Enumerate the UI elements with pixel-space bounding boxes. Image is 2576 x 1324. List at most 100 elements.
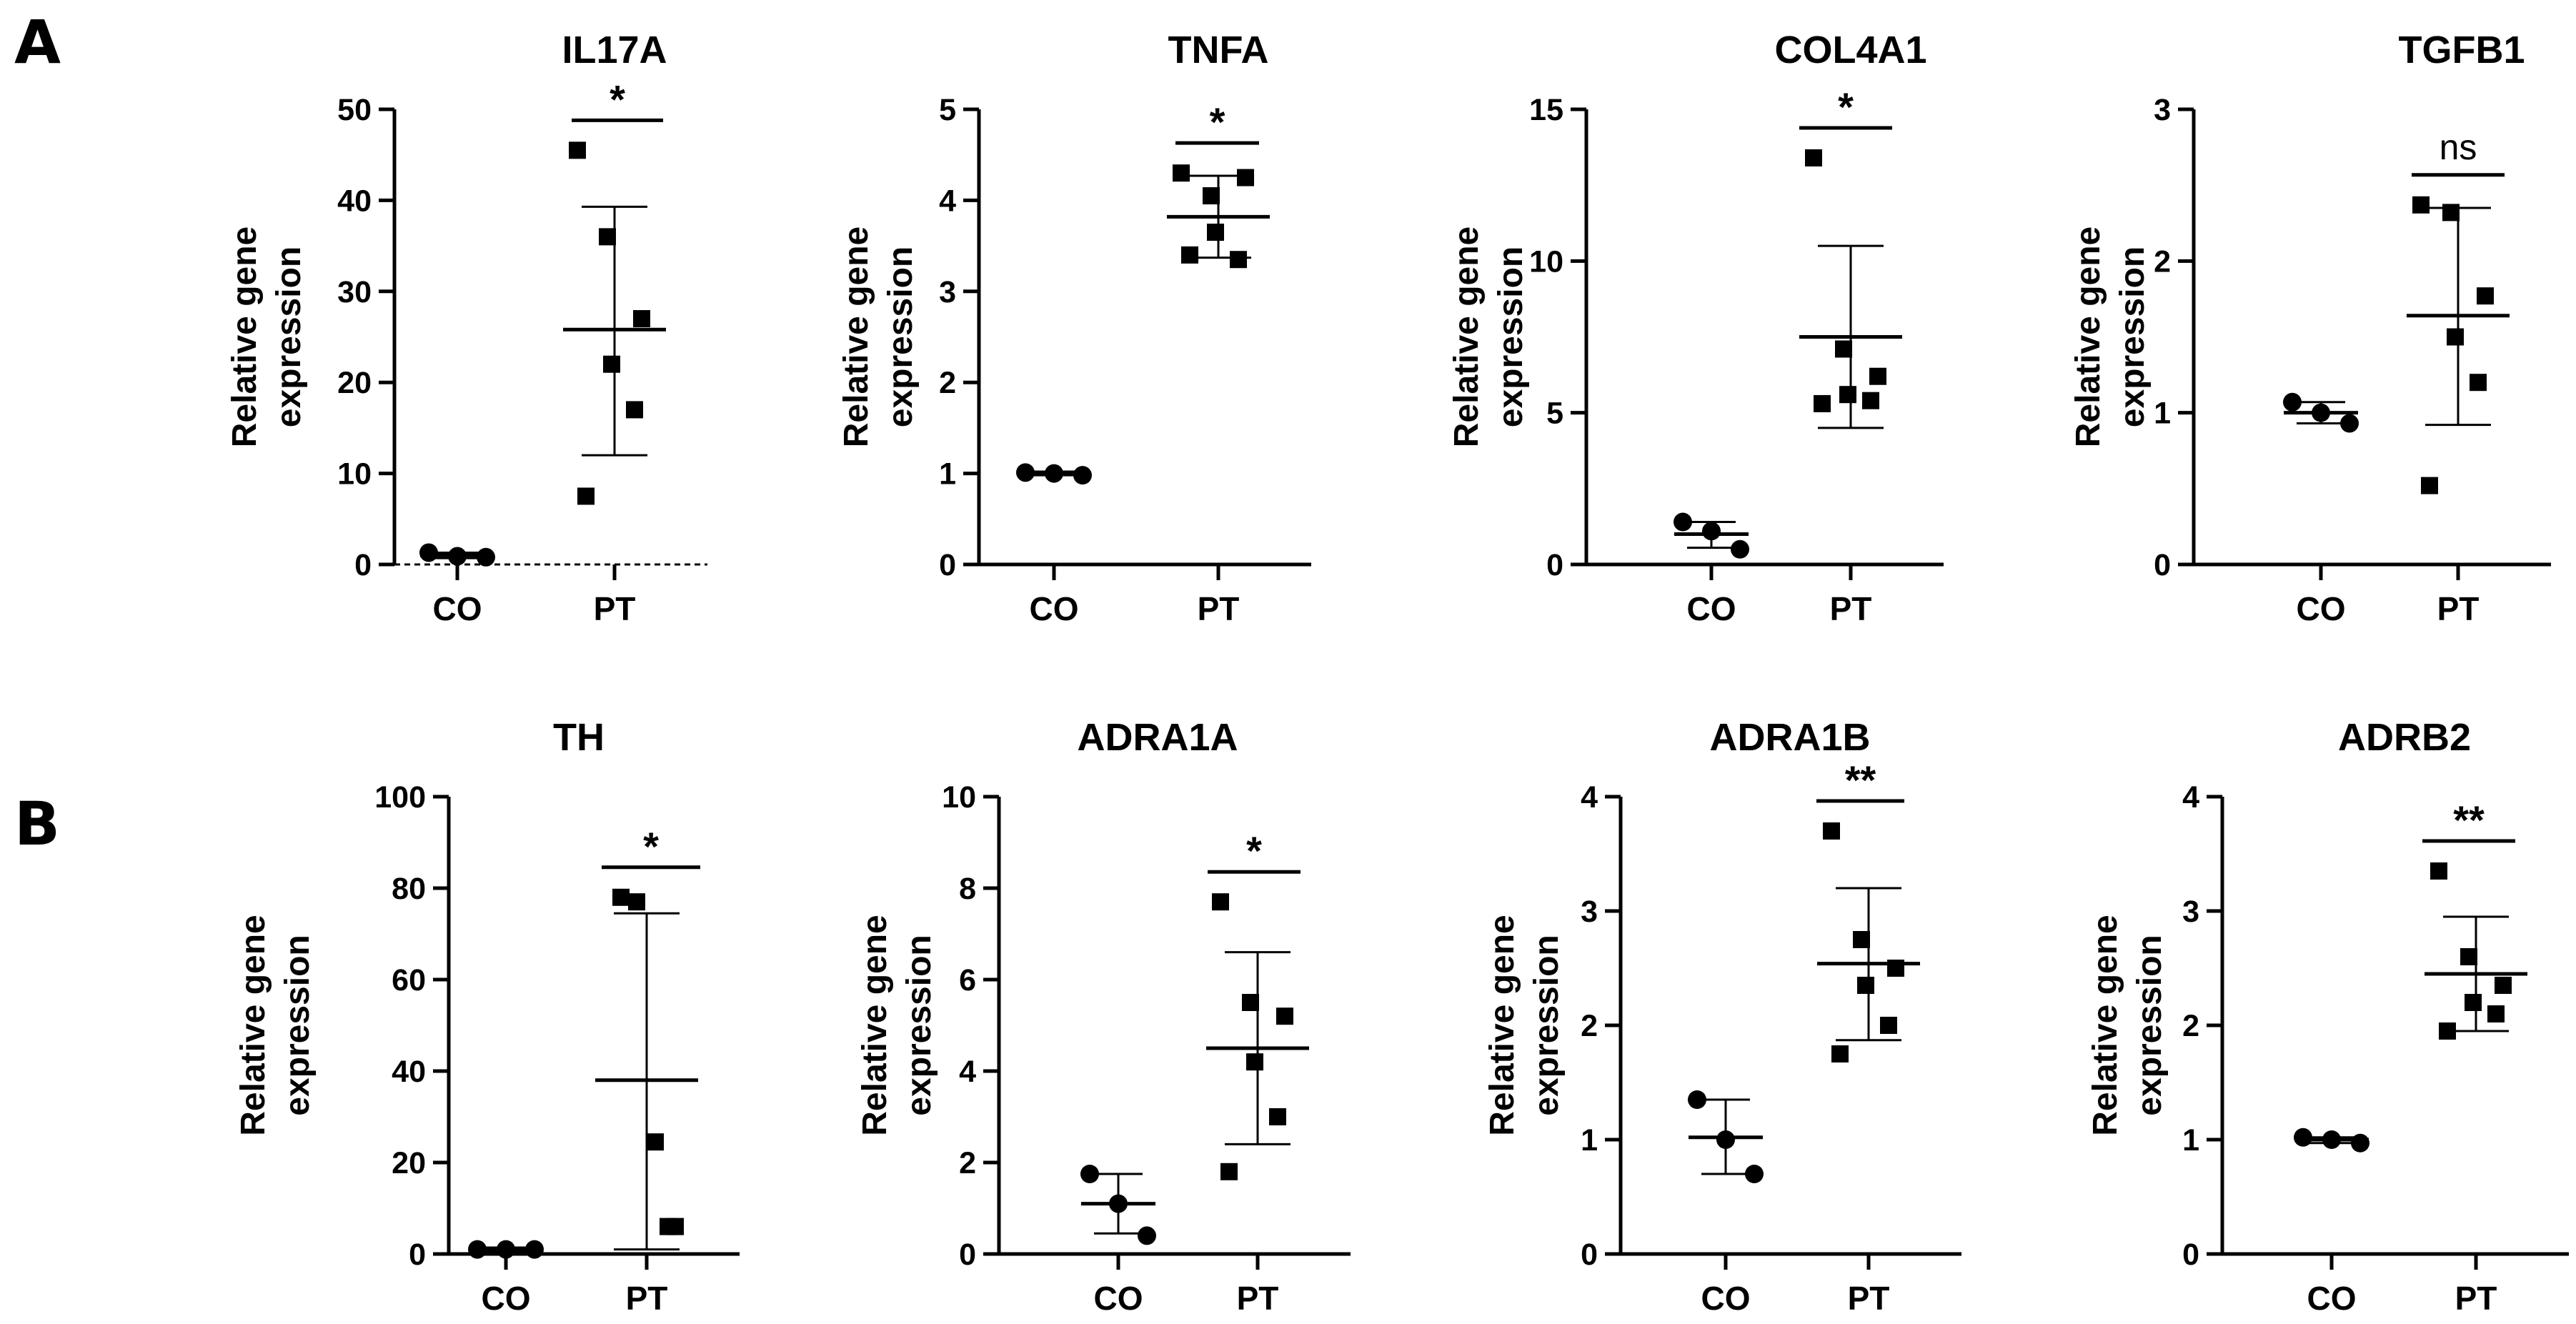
- y-axis-label-line: Relative gene: [837, 227, 875, 447]
- y-tick-label: 10: [942, 780, 976, 815]
- y-tick-label: 40: [392, 1055, 426, 1089]
- y-tick-label: 80: [392, 872, 426, 906]
- significance-marker: **: [1845, 757, 1876, 802]
- significance-marker: *: [643, 824, 659, 869]
- y-tick-label: 10: [337, 457, 372, 492]
- data-point-pt: [1869, 367, 1886, 385]
- y-axis-label-line: Relative gene: [226, 227, 264, 447]
- y-tick-label: 1: [1581, 1123, 1598, 1158]
- y-axis-label: Relative gene expression: [2087, 915, 2169, 1135]
- y-axis-label: Relative gene expression: [1448, 227, 1530, 447]
- data-point-pt: [1246, 1053, 1263, 1071]
- y-tick-label: 100: [374, 780, 426, 815]
- data-point-pt: [647, 1133, 664, 1151]
- data-point-pt: [2477, 287, 2494, 305]
- x-tick-label-co: CO: [1030, 590, 1079, 627]
- y-tick-label: 20: [337, 366, 372, 400]
- data-point-pt: [1173, 164, 1190, 182]
- chart-title: TGFB1: [2398, 29, 2525, 71]
- y-axis-label: Relative gene expression: [226, 227, 308, 447]
- data-point-pt: [1207, 223, 1224, 241]
- chart-title: IL17A: [562, 29, 667, 71]
- chart-title: ADRB2: [2338, 716, 2471, 759]
- y-axis-label: Relative gene expression: [837, 227, 920, 447]
- panel-label-b: B: [14, 789, 60, 859]
- chart-title: ADRA1B: [1709, 716, 1870, 759]
- x-tick-label-co: CO: [1094, 1280, 1143, 1317]
- y-axis-label-line: expression: [882, 247, 920, 427]
- y-tick-label: 10: [1529, 244, 1563, 279]
- data-point-pt: [2495, 977, 2512, 994]
- y-axis-label: Relative gene expression: [856, 915, 938, 1135]
- x-tick-label-pt: PT: [1830, 590, 1872, 627]
- data-point-pt: [2447, 328, 2464, 346]
- chart-col4a1: COL4A1 Relative gene expression 0 5 10 15 CO PT *: [1448, 29, 1944, 627]
- y-tick-label: 8: [959, 872, 976, 906]
- chart-adrb2: ADRB2 Relative gene expression 0 1 2 3 4 CO PT **: [2087, 716, 2569, 1317]
- significance-marker: *: [610, 76, 625, 121]
- chart-title: ADRA1A: [1077, 716, 1238, 759]
- data-point-pt: [1857, 977, 1874, 994]
- data-point-co: [1745, 1165, 1764, 1183]
- x-tick-label-co: CO: [433, 590, 482, 627]
- y-tick-label: 0: [1581, 1238, 1598, 1272]
- data-point-pt: [1220, 1163, 1238, 1180]
- data-point-pt: [633, 310, 650, 328]
- chart-th: TH Relative gene expression 0 20 40 60 80 100 CO P…: [234, 716, 740, 1317]
- y-tick-label: 0: [354, 548, 372, 582]
- y-tick-label: 0: [2154, 548, 2171, 582]
- y-axis-label-line: Relative gene: [234, 915, 272, 1135]
- data-point-pt: [1880, 1017, 1897, 1034]
- x-tick-label-co: CO: [2307, 1280, 2357, 1317]
- x-tick-label-pt: PT: [2455, 1280, 2497, 1317]
- y-tick-label: 4: [939, 184, 956, 218]
- y-axis-label-line: Relative gene: [2069, 227, 2107, 447]
- y-tick-label: 3: [2154, 93, 2171, 127]
- y-tick-label: 0: [2182, 1238, 2199, 1272]
- y-tick-label: 2: [2154, 244, 2171, 279]
- significance-marker: *: [1246, 828, 1262, 873]
- x-tick-label-pt: PT: [1198, 590, 1240, 627]
- x-tick-label-co: CO: [1687, 590, 1736, 627]
- data-point-pt: [603, 355, 620, 373]
- x-tick-label-pt: PT: [1848, 1280, 1890, 1317]
- y-tick-label: 40: [337, 184, 372, 218]
- y-tick-label: 0: [1546, 548, 1563, 582]
- y-axis-label-line: expression: [279, 935, 317, 1115]
- significance-marker: *: [1210, 99, 1225, 144]
- y-axis-label-line: Relative gene: [1483, 915, 1521, 1135]
- y-tick-label: 3: [939, 275, 956, 309]
- x-tick-label-pt: PT: [2437, 590, 2480, 627]
- data-point-pt: [626, 401, 643, 419]
- data-point-pt: [1269, 1108, 1286, 1125]
- y-axis-label-line: Relative gene: [1448, 227, 1486, 447]
- y-tick-label: 5: [939, 93, 956, 127]
- y-tick-label: 1: [939, 457, 956, 492]
- y-axis-label-line: expression: [1492, 247, 1530, 427]
- data-point-pt: [2412, 196, 2430, 214]
- data-point-pt: [628, 893, 645, 911]
- y-axis-label: Relative gene expression: [1483, 915, 1566, 1135]
- data-point-pt: [2421, 477, 2438, 494]
- y-axis-label-line: expression: [1528, 935, 1566, 1115]
- y-axis-label-line: Relative gene: [856, 915, 894, 1135]
- chart-adra1a: ADRA1A Relative gene expression 0 2 4 6 8 10 CO PT…: [856, 716, 1351, 1317]
- y-tick-label: 0: [939, 548, 956, 582]
- x-tick-label-co: CO: [1701, 1280, 1751, 1317]
- chart-adra1b: ADRA1B Relative gene expression 0 1 2 3 4 CO PT **: [1483, 716, 1961, 1317]
- panel-label-a: A: [14, 7, 61, 77]
- chart-title: COL4A1: [1774, 29, 1926, 71]
- data-point-pt: [1835, 340, 1852, 358]
- y-tick-label: 50: [337, 93, 372, 127]
- x-tick-label-pt: PT: [1237, 1280, 1279, 1317]
- data-point-co: [1731, 539, 1749, 559]
- y-axis-label: Relative gene expression: [2069, 227, 2152, 447]
- data-point-pt: [577, 487, 595, 505]
- y-axis-label-line: expression: [270, 247, 308, 427]
- y-axis-label-line: expression: [900, 935, 938, 1115]
- x-tick-label-pt: PT: [626, 1280, 668, 1317]
- data-point-pt: [1230, 251, 1247, 269]
- y-tick-label: 0: [959, 1238, 976, 1272]
- data-point-pt: [2460, 948, 2477, 965]
